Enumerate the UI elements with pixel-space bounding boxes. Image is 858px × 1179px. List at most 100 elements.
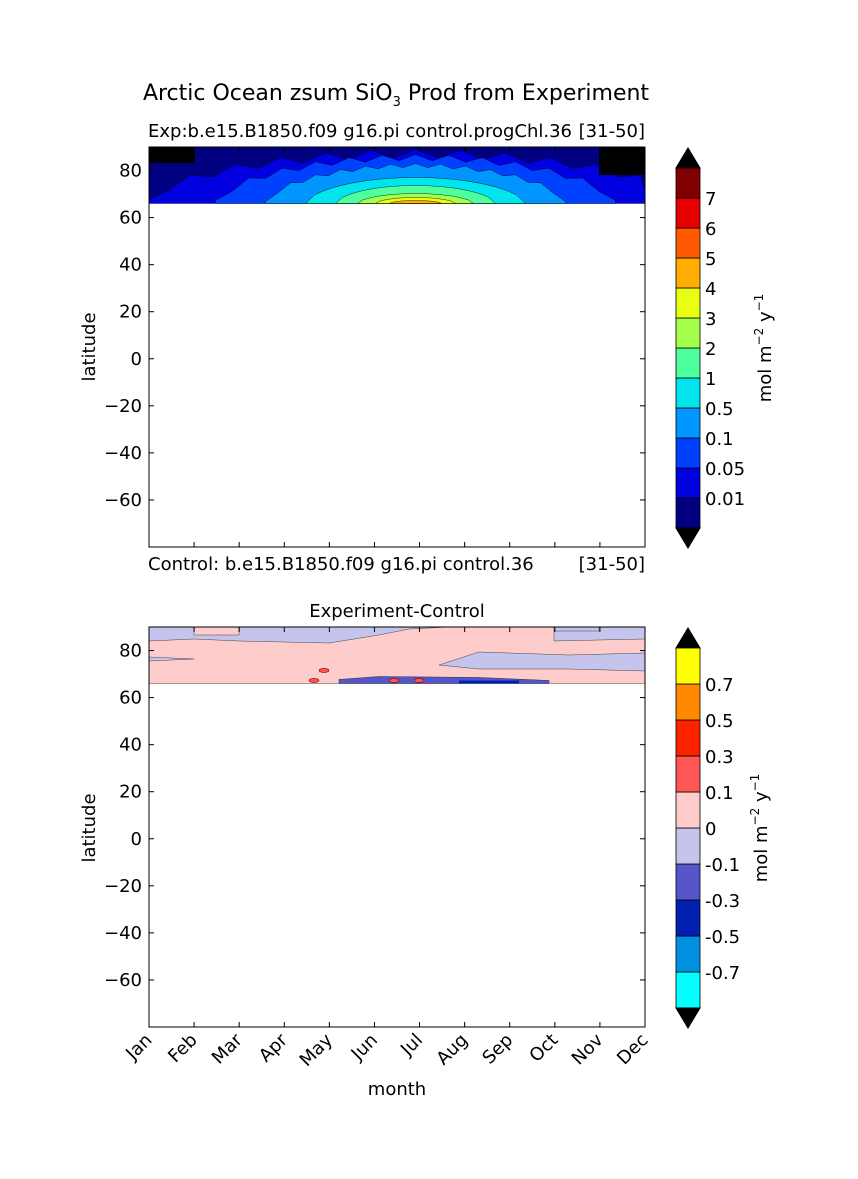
colorbar-swatch bbox=[675, 347, 701, 379]
colorbar-level-label: 0 bbox=[705, 819, 716, 840]
colorbar-swatch bbox=[675, 719, 701, 757]
colorbar-level-label: 0.3 bbox=[705, 747, 734, 768]
colorbar-swatch bbox=[675, 899, 701, 937]
y-tick-label: −20 bbox=[104, 876, 142, 897]
y-tick-label: 60 bbox=[119, 688, 142, 709]
colorbar-level-label: 3 bbox=[705, 309, 716, 330]
colorbar-level-label: 2 bbox=[705, 339, 716, 360]
colorbar-swatch bbox=[675, 317, 701, 349]
colorbar-swatch bbox=[675, 407, 701, 439]
colorbar-swatch bbox=[675, 257, 701, 289]
colorbar-swatch bbox=[675, 683, 701, 721]
colorbar-level-label: 7 bbox=[705, 189, 716, 210]
y-tick-label: 80 bbox=[119, 641, 142, 662]
colorbar-swatch bbox=[675, 755, 701, 793]
bottom-panel-title: Experiment-Control bbox=[309, 601, 485, 622]
top-y-label: latitude bbox=[79, 312, 100, 381]
colorbar-swatch bbox=[675, 971, 701, 1009]
x-tick-label-mar: Mar bbox=[208, 1029, 247, 1068]
colorbar-level-label: 1 bbox=[705, 369, 716, 390]
colorbar-extend-max bbox=[675, 147, 701, 169]
x-tick-label-may: May bbox=[296, 1029, 337, 1070]
y-tick-label: 0 bbox=[131, 349, 142, 370]
field-patch-black-left bbox=[149, 147, 195, 163]
field-contour-7 bbox=[389, 200, 443, 204]
y-tick-label: −40 bbox=[104, 443, 142, 464]
y-tick-label: −60 bbox=[104, 970, 142, 991]
bottom-y-label: latitude bbox=[79, 793, 100, 862]
bottom-field bbox=[148, 626, 646, 684]
colorbar-swatch bbox=[675, 791, 701, 829]
top-panel-period: [31-50] bbox=[579, 121, 645, 142]
colorbar-extend-min bbox=[675, 1007, 701, 1029]
top-axes-frame bbox=[148, 146, 646, 548]
colorbar-level-label: 0.1 bbox=[705, 429, 734, 450]
colorbar-level-label: -0.7 bbox=[705, 963, 740, 984]
top-colorbar: 0.01 0.05 0.1 0.5 1 2 3 4 5 6 7 bbox=[675, 147, 745, 549]
x-tick-label-jul: Jul bbox=[396, 1030, 427, 1061]
y-tick-label: −20 bbox=[104, 396, 142, 417]
figure-title: Arctic Ocean zsum SiO3 Prod from Experim… bbox=[143, 81, 649, 110]
diff-positive-speck bbox=[318, 668, 330, 673]
bottom-x-ticks: Jan Feb Mar Apr May Jun Jul Aug Sep Oct Nov Dec bbox=[121, 627, 653, 1071]
diff-positive-speck bbox=[388, 678, 400, 683]
bottom-panel: Experiment-Control 80 60 40 20 0 −20 −40 −60 Ja… bbox=[79, 601, 772, 1100]
colorbar-swatch bbox=[675, 437, 701, 469]
diff-very-negative bbox=[459, 680, 519, 684]
colorbar-extend-min bbox=[675, 527, 701, 549]
colorbar-level-label: 0.1 bbox=[705, 783, 734, 804]
colorbar-level-label: -0.3 bbox=[705, 891, 740, 912]
top-y-ticks: 80 60 40 20 0 −20 −40 −60 bbox=[104, 161, 645, 511]
top-field bbox=[148, 147, 646, 204]
colorbar-extend-max bbox=[675, 627, 701, 649]
x-tick-label-sep: Sep bbox=[478, 1030, 517, 1069]
colorbar-swatch bbox=[675, 167, 701, 199]
colorbar-level-label: 0.5 bbox=[705, 711, 734, 732]
bottom-colorbar: -0.7 -0.5 -0.3 -0.1 0 0.1 0.3 0.5 0.7 bbox=[675, 627, 740, 1029]
colorbar-swatch bbox=[675, 647, 701, 685]
bottom-axes-frame bbox=[148, 626, 646, 1028]
y-tick-label: 40 bbox=[119, 255, 142, 276]
x-tick-label-dec: Dec bbox=[613, 1030, 652, 1069]
colorbar-swatch bbox=[675, 227, 701, 259]
colorbar-level-label: 6 bbox=[705, 219, 716, 240]
y-tick-label: 60 bbox=[119, 208, 142, 229]
bottom-x-label: month bbox=[368, 1079, 426, 1100]
diff-neg-island bbox=[553, 626, 600, 632]
colorbar-swatch bbox=[675, 197, 701, 229]
y-tick-label: 20 bbox=[119, 782, 142, 803]
field-patch-black-right bbox=[599, 147, 645, 175]
colorbar-level-label: -0.5 bbox=[705, 927, 740, 948]
colorbar-level-label: 0.05 bbox=[705, 459, 745, 480]
top-panel-title: Exp:b.e15.B1850.f09 g16.pi control.progC… bbox=[148, 121, 572, 142]
bottom-colorbar-label: mol m−2 y−1 bbox=[748, 774, 772, 883]
x-tick-label-nov: Nov bbox=[568, 1029, 608, 1069]
colorbar-swatch bbox=[675, 377, 701, 409]
x-tick-label-aug: Aug bbox=[432, 1030, 472, 1070]
top-panel-control-label: Control: b.e15.B1850.f09 g16.pi control.… bbox=[148, 554, 534, 575]
y-tick-label: 0 bbox=[131, 829, 142, 850]
x-tick-label-jan: Jan bbox=[121, 1030, 156, 1065]
top-panel: Exp:b.e15.B1850.f09 g16.pi control.progC… bbox=[79, 121, 776, 575]
y-tick-label: −40 bbox=[104, 923, 142, 944]
top-panel-control-period: [31-50] bbox=[579, 554, 645, 575]
y-tick-label: 20 bbox=[119, 302, 142, 323]
colorbar-swatch bbox=[675, 467, 701, 499]
bottom-y-ticks: 80 60 40 20 0 −20 −40 −60 bbox=[104, 641, 645, 991]
y-tick-label: 80 bbox=[119, 161, 142, 182]
y-tick-label: 40 bbox=[119, 735, 142, 756]
x-tick-label-oct: Oct bbox=[525, 1030, 562, 1067]
diff-positive-speck bbox=[308, 678, 320, 683]
colorbar-swatch bbox=[675, 863, 701, 901]
colorbar-level-label: 0.5 bbox=[705, 399, 734, 420]
x-tick-label-feb: Feb bbox=[164, 1030, 201, 1067]
colorbar-level-label: 0.01 bbox=[705, 489, 745, 510]
colorbar-swatch bbox=[675, 935, 701, 973]
top-colorbar-label: mol m−2 y−1 bbox=[752, 294, 776, 403]
colorbar-level-label: 4 bbox=[705, 279, 716, 300]
colorbar-swatch bbox=[675, 497, 701, 529]
diff-positive-speck bbox=[413, 678, 425, 683]
colorbar-swatch bbox=[675, 827, 701, 865]
x-tick-label-jun: Jun bbox=[347, 1030, 382, 1065]
